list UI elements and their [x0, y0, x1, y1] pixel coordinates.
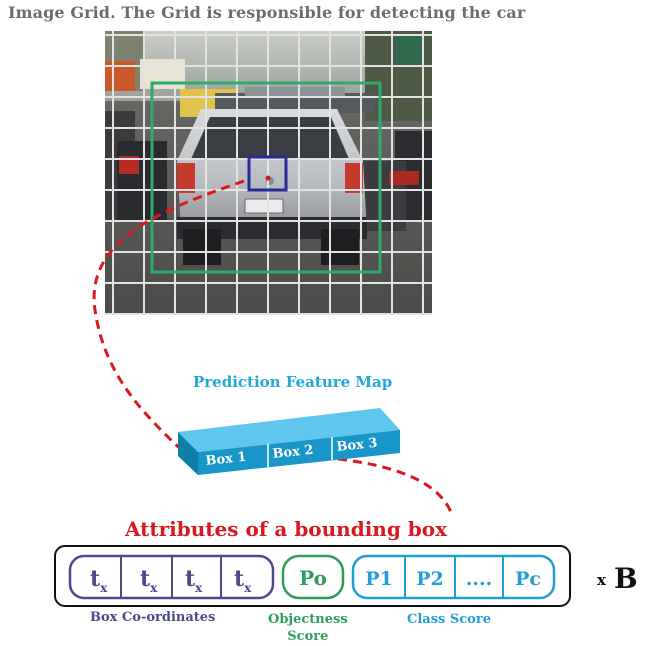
objectness-caption-line2: Score [287, 629, 329, 644]
box-coordinates-group: tx tx tx tx [68, 554, 275, 600]
car-center-point [265, 175, 271, 181]
anchor-box-green [150, 81, 382, 274]
coord-cell-3: tx [185, 566, 203, 595]
feature-map-box-1: Box 1 [205, 450, 247, 469]
car-image-grid [105, 31, 432, 315]
objectness-caption: Objectness Score [268, 611, 348, 645]
feature-map-box-2: Box 2 [272, 443, 314, 462]
coord-cell-4: tx [234, 566, 252, 595]
responsible-cell [247, 155, 288, 192]
multiplier-b: B [613, 562, 638, 595]
class-cell-2: P2 [416, 568, 444, 590]
diagram-title: Image Grid. The Grid is responsible for … [8, 3, 526, 22]
objectness-group: Po [281, 554, 345, 600]
dashed-connector-right [337, 457, 454, 516]
attributes-container [54, 545, 571, 607]
multiplier-x: x [597, 571, 606, 589]
objectness-caption-line1: Objectness [268, 612, 348, 627]
objectness-cell: Po [299, 566, 327, 590]
class-cell-1: P1 [365, 568, 393, 590]
feature-map-box-3: Box 3 [336, 436, 378, 455]
attributes-title: Attributes of a bounding box [125, 517, 448, 541]
feature-map-label: Prediction Feature Map [193, 373, 393, 391]
class-score-group: P1 P2 .... Pc [351, 554, 556, 600]
dashed-connector-left [92, 179, 245, 460]
coord-cell-1: tx [90, 566, 108, 595]
class-cell-4: Pc [515, 568, 541, 590]
class-cell-3: .... [466, 568, 492, 590]
grid-lines [105, 31, 432, 315]
class-score-caption: Class Score [407, 612, 491, 627]
feature-map-block: Box 1 Box 2 Box 3 [178, 408, 400, 475]
box-coordinates-caption: Box Co-ordinates [90, 610, 216, 625]
coord-cell-2: tx [140, 566, 158, 595]
